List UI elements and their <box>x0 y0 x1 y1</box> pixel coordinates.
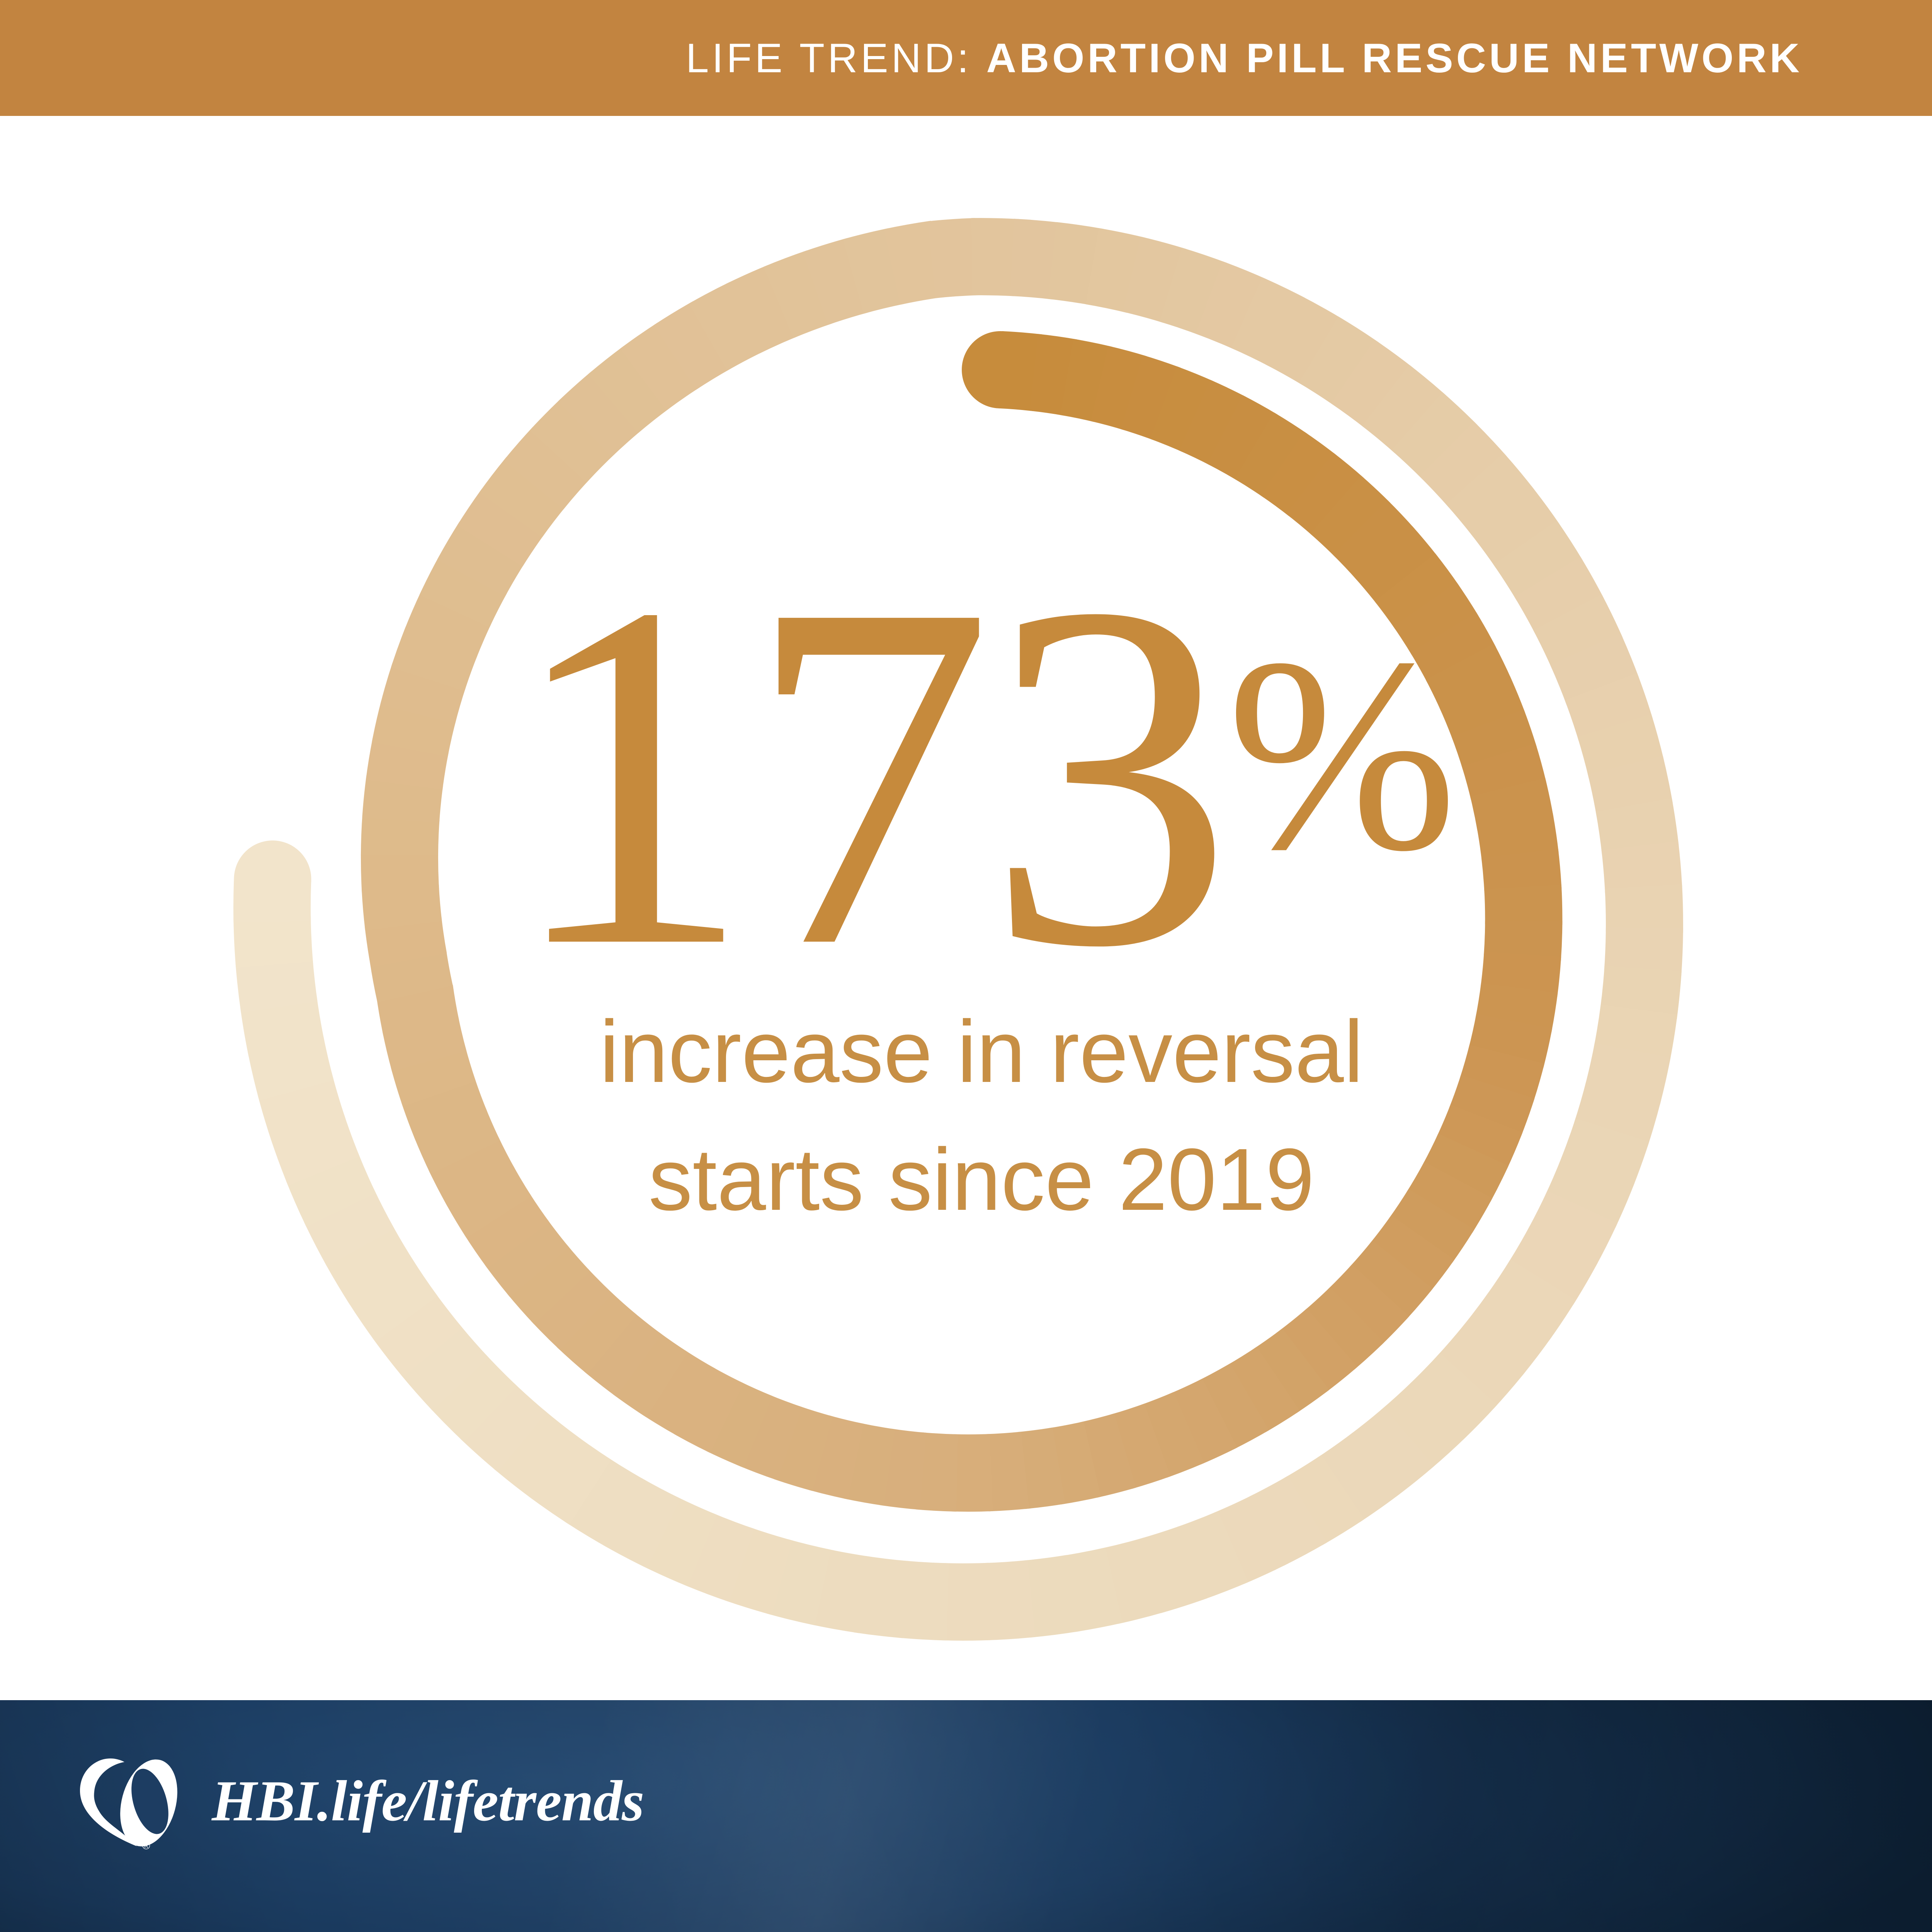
stat-caption-line1: increase in reversal <box>599 1003 1364 1101</box>
heart-hole <box>131 1769 168 1834</box>
banner-title-prefix: LIFE TREND: <box>685 34 986 81</box>
stat-caption-line2: starts since 2019 <box>648 1131 1315 1229</box>
stat-number: 173 <box>505 501 1233 1049</box>
banner: LIFE TREND: ABORTION PILL RESCUE NETWORK <box>0 0 1932 116</box>
banner-title-emphasis: ABORTION PILL RESCUE NETWORK <box>986 34 1803 81</box>
stat-value: 173% <box>402 527 1561 1022</box>
registered-mark: ® <box>142 1840 150 1852</box>
heart-stroke <box>80 1758 137 1846</box>
footer-url: HBI.life/lifetrends <box>212 1769 644 1833</box>
banner-title: LIFE TREND: ABORTION PILL RESCUE NETWORK <box>686 37 1803 79</box>
percent-sign: % <box>1226 601 1458 908</box>
hbi-heart-logo-icon: ® <box>80 1758 177 1852</box>
